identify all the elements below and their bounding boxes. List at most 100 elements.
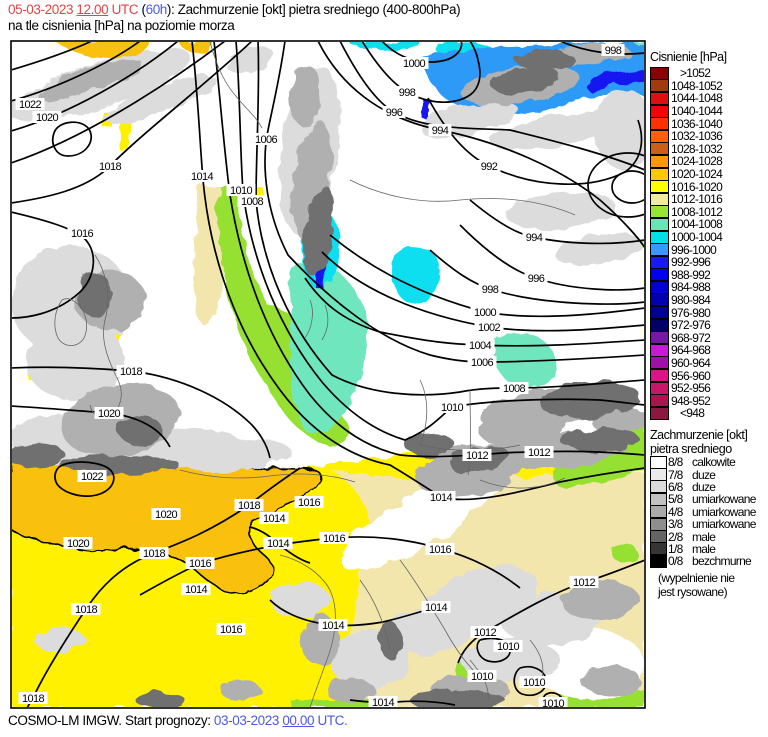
isobar-label-box bbox=[368, 696, 398, 707]
isobar-label-box bbox=[477, 160, 501, 172]
isobar-label: 1010 bbox=[497, 641, 520, 653]
isobar-label-box bbox=[462, 449, 492, 461]
isobar-label: 998 bbox=[482, 284, 499, 296]
pressure-range-label: 956-960 bbox=[671, 368, 711, 383]
pressure-range-label: 992-996 bbox=[671, 255, 711, 270]
pressure-range-label: 964-968 bbox=[671, 343, 711, 358]
pressure-swatch bbox=[650, 280, 669, 294]
cloud-legend-row: 3/8 umiarkowane bbox=[650, 517, 768, 532]
isobar-label: 1020 bbox=[98, 408, 121, 420]
pressure-legend-row: 1032-1036 bbox=[650, 129, 768, 144]
isobar-label: 1020 bbox=[36, 112, 59, 124]
pressure-legend-row: 988-992 bbox=[650, 268, 768, 282]
pressure-legend-row: 1008-1012 bbox=[650, 204, 768, 219]
pressure-range-label: 968-972 bbox=[671, 330, 711, 345]
cloud-desc-label: bezchmurne bbox=[692, 554, 752, 569]
pressure-legend-row: 996-1000 bbox=[650, 242, 768, 257]
isobar-label-box bbox=[319, 532, 349, 544]
cloud-okta-label: 3/8 bbox=[668, 517, 683, 532]
isobar-label: 1016 bbox=[429, 544, 452, 556]
isobar-label-box bbox=[470, 626, 500, 638]
pressure-range-label: 1048-1052 bbox=[671, 78, 723, 93]
cloud-okta-label: 6/8 bbox=[668, 479, 683, 494]
pressure-swatch bbox=[650, 394, 669, 408]
pressure-range-label: 1016-1020 bbox=[671, 179, 723, 194]
pressure-swatch bbox=[650, 356, 669, 370]
cloud-legend-note2: jest rysowane) bbox=[658, 584, 728, 599]
cloud-okta-label: 0/8 bbox=[668, 554, 683, 569]
pressure-swatch bbox=[650, 369, 669, 383]
pressure-legend: Cisnienie [hPa] >1052 1048-1052 1044-1048 1… bbox=[650, 50, 768, 420]
pressure-range-label: 1008-1012 bbox=[671, 204, 723, 219]
run-date: 03-03-2023 bbox=[213, 713, 279, 728]
isobar-label-box bbox=[524, 272, 548, 284]
pressure-range-label: 980-984 bbox=[671, 292, 711, 307]
isobar-label-box bbox=[181, 583, 211, 595]
cloud-desc-label: umiarkowane bbox=[692, 517, 756, 532]
isobar-label-box bbox=[237, 195, 267, 207]
isobar-label-box bbox=[226, 184, 256, 196]
isobar-label: 996 bbox=[386, 107, 403, 119]
isobar-label: 994 bbox=[432, 125, 449, 137]
pressure-legend-row: 1016-1020 bbox=[650, 179, 768, 194]
isobar-label: 1016 bbox=[298, 497, 321, 509]
pressure-legend-row: 1000-1004 bbox=[650, 230, 768, 244]
isobar-label-box bbox=[467, 670, 497, 682]
isobar-label: 1014 bbox=[372, 697, 395, 709]
pressure-legend-row: 984-988 bbox=[650, 280, 768, 294]
isobar-label: 1010 bbox=[542, 698, 565, 710]
cloud-legend-row: 6/8 duze bbox=[650, 479, 768, 494]
isobar-label: 1022 bbox=[19, 99, 42, 111]
isobar-label: 1014 bbox=[185, 584, 208, 596]
pressure-swatch bbox=[650, 381, 669, 395]
cloud-swatch bbox=[650, 505, 667, 519]
pressure-range-label: 1028-1032 bbox=[671, 141, 723, 156]
isobar-label: 998 bbox=[399, 87, 416, 99]
isobar-label: 1014 bbox=[322, 620, 345, 632]
pressure-legend-row: 1012-1016 bbox=[650, 192, 768, 206]
isobar-label: 1006 bbox=[255, 134, 278, 146]
pressure-swatch bbox=[650, 129, 669, 143]
isobar-label-box bbox=[259, 512, 289, 524]
pressure-range-label: 1032-1036 bbox=[671, 129, 723, 144]
pressure-swatch bbox=[650, 318, 669, 332]
isobar-label: 1012 bbox=[573, 577, 596, 589]
pressure-swatch bbox=[650, 91, 669, 105]
pressure-swatch bbox=[650, 331, 669, 345]
isobar-label-box bbox=[116, 365, 146, 377]
isobar-label-box bbox=[294, 496, 324, 508]
isobar-label-box bbox=[95, 160, 125, 172]
isobar-labels-layer: 1022102010181016100610141010100810009989… bbox=[15, 44, 625, 710]
pressure-swatch bbox=[650, 79, 669, 93]
pressure-swatch bbox=[650, 117, 669, 131]
isobar-label-box bbox=[318, 619, 348, 631]
pressure-legend-row: 992-996 bbox=[650, 255, 768, 270]
pressure-range-label: 996-1000 bbox=[671, 242, 717, 257]
isobar-label: 994 bbox=[526, 232, 543, 244]
isobar-label: 1014 bbox=[430, 492, 453, 504]
pressure-legend-row: 960-964 bbox=[650, 356, 768, 370]
pressure-range-label: 1036-1040 bbox=[671, 116, 723, 131]
isobar-label-box bbox=[382, 106, 406, 118]
isobar-label-box bbox=[493, 640, 523, 652]
isobar-label: 1012 bbox=[474, 627, 497, 639]
cloud-okta-label: 2/8 bbox=[668, 529, 683, 544]
pressure-swatch bbox=[650, 167, 669, 181]
pressure-swatch bbox=[650, 217, 669, 231]
isobar-label-box bbox=[470, 306, 500, 318]
cloud-legend-rows: 8/8 calkowite 7/8 duze 6/8 duze 5/8 umiarkowane… bbox=[650, 455, 768, 569]
isobar-label: 1018 bbox=[75, 604, 98, 616]
header-line2: na tle cisnienia [hPa] na poziomie morza bbox=[8, 18, 235, 33]
pressure-legend-row: 1028-1032 bbox=[650, 141, 768, 156]
cloud-desc-label: umiarkowane bbox=[692, 492, 756, 507]
isobar-label-box bbox=[251, 133, 281, 145]
isobar-label: 1008 bbox=[241, 196, 264, 208]
valid-utc: UTC bbox=[111, 2, 139, 17]
isobar-label-box bbox=[77, 470, 107, 482]
isobar-label-box bbox=[426, 491, 456, 503]
isobar-label: 1020 bbox=[67, 538, 90, 550]
pressure-legend-row: 1040-1044 bbox=[650, 104, 768, 118]
cloud-swatch bbox=[650, 480, 667, 494]
cloud-legend-row: 5/8 umiarkowane bbox=[650, 492, 768, 507]
isobar-label: 1010 bbox=[523, 677, 546, 689]
